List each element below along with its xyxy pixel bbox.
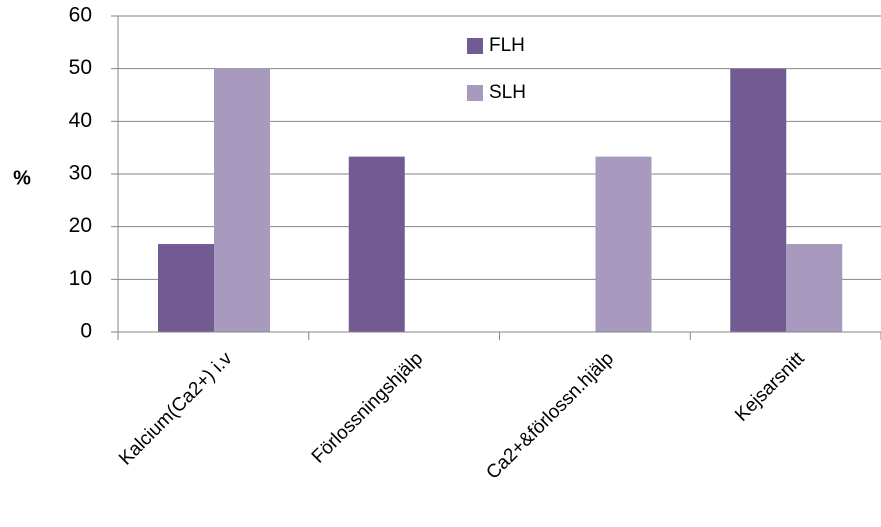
x-tick-label: Kejsarsnitt [731,348,809,426]
y-tick-label: 40 [69,109,92,132]
y-tick-label: 30 [69,162,92,185]
bar-flh-0 [158,244,214,332]
legend-label-slh: SLH [489,82,526,103]
bar-flh-1 [348,156,405,332]
x-tick-label: Förlossningshjälp [308,348,427,467]
legend-swatch-slh [467,85,483,101]
bar-flh-3 [730,68,787,333]
bar-slh-3 [786,244,843,332]
y-axis-label: % [13,167,31,189]
legend: FLH SLH [467,35,526,103]
y-tick-label: 50 [69,56,92,79]
legend-label-flh: FLH [489,35,525,56]
y-tick-label: 10 [69,267,92,290]
legend-swatch-flh [467,38,483,54]
bars [158,68,843,333]
y-tick-label: 60 [69,4,92,27]
bar-slh-2 [595,156,652,332]
y-tick-label: 0 [80,320,92,343]
tick-labels: 0 10 20 30 40 50 60 Kalcium(Ca2+) i.v Förlossnin… [69,4,810,484]
x-tick-label: Ca2+&förlossn.hjälp [482,348,617,483]
x-tick-label: Kalcium(Ca2+) i.v [115,348,237,470]
bar-slh-0 [214,68,270,333]
axes [111,15,881,340]
y-tick-label: 20 [69,214,92,237]
